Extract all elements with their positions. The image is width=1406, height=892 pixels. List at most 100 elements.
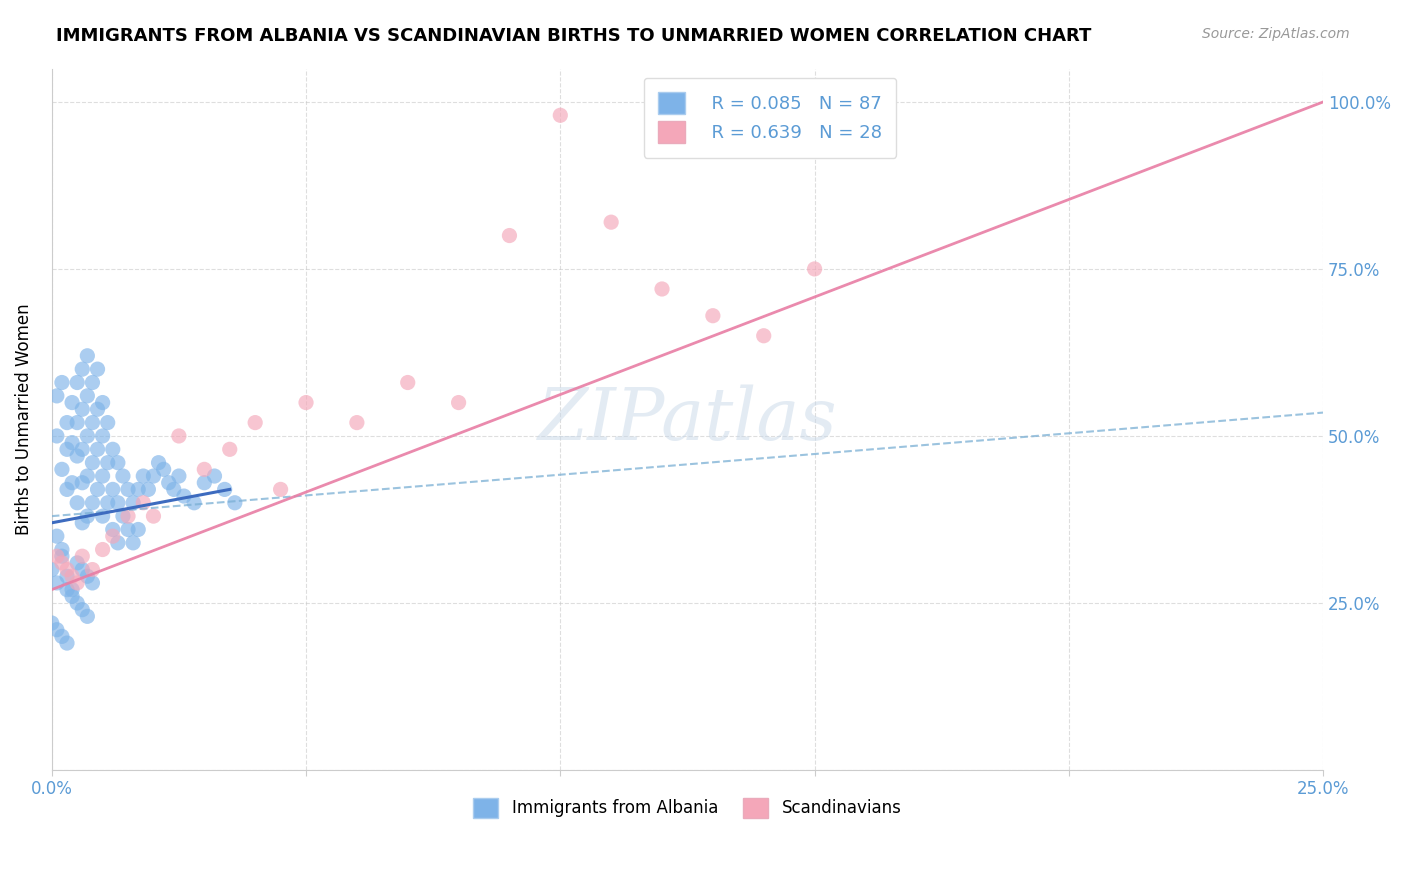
Point (295, 395, 318, 409)
Point (72, 442, 94, 457)
Legend: Immigrants from Albania, Scandinavians: Immigrants from Albania, Scandinavians (467, 791, 908, 825)
Point (91, 542, 114, 557)
Y-axis label: Births to Unmarried Women: Births to Unmarried Women (15, 303, 32, 535)
Point (45, 623, 67, 637)
Point (60, 569, 83, 583)
Point (127, 483, 149, 497)
Point (117, 509, 139, 524)
Point (60, 395, 83, 409)
Point (56, 582, 79, 597)
Point (60, 582, 83, 597)
Point (56, 416, 79, 430)
Point (167, 429, 190, 443)
Text: Source: ZipAtlas.com: Source: ZipAtlas.com (1202, 27, 1350, 41)
Point (651, 282, 673, 296)
Point (82, 563, 104, 577)
Point (107, 536, 129, 550)
Point (56, 569, 79, 583)
Point (66, 416, 89, 430)
Point (498, 228, 520, 243)
Point (56, 442, 79, 457)
Point (45, 549, 67, 564)
Point (76, 609, 98, 624)
Point (163, 483, 186, 497)
Point (702, 309, 724, 323)
Point (243, 416, 266, 430)
Point (45, 576, 67, 591)
Point (82, 376, 104, 390)
Point (51, 556, 73, 570)
Point (97, 416, 120, 430)
Point (91, 509, 114, 524)
Point (97, 456, 120, 470)
Point (82, 496, 104, 510)
Point (132, 469, 155, 483)
Point (72, 362, 94, 376)
Point (550, 108, 572, 122)
Point (82, 576, 104, 591)
Point (66, 376, 89, 390)
Point (56, 483, 79, 497)
Point (86, 442, 108, 457)
Point (122, 536, 145, 550)
Point (600, 215, 623, 229)
Point (76, 469, 98, 483)
Point (66, 596, 89, 610)
Point (224, 496, 246, 510)
Point (447, 395, 470, 409)
Point (101, 442, 124, 457)
Point (76, 569, 98, 583)
Point (72, 563, 94, 577)
Point (86, 362, 108, 376)
Point (107, 496, 129, 510)
Point (76, 509, 98, 524)
Point (193, 475, 215, 490)
Point (346, 416, 368, 430)
Point (72, 475, 94, 490)
Point (214, 483, 236, 497)
Point (45, 529, 67, 543)
Point (157, 475, 180, 490)
Point (66, 576, 89, 591)
Point (101, 523, 124, 537)
Point (41, 563, 63, 577)
Point (122, 496, 145, 510)
Point (66, 496, 89, 510)
Point (41, 615, 63, 630)
Point (117, 483, 139, 497)
Point (117, 523, 139, 537)
Point (45, 429, 67, 443)
Point (60, 589, 83, 603)
Point (45, 389, 67, 403)
Point (132, 496, 155, 510)
Point (218, 442, 240, 457)
Point (82, 456, 104, 470)
Point (148, 456, 170, 470)
Point (51, 376, 73, 390)
Point (56, 636, 79, 650)
Point (173, 489, 195, 503)
Point (60, 475, 83, 490)
Point (803, 262, 825, 277)
Point (72, 602, 94, 616)
Text: ZIPatlas: ZIPatlas (537, 384, 837, 455)
Point (101, 529, 124, 543)
Point (72, 516, 94, 530)
Point (51, 542, 73, 557)
Point (270, 483, 292, 497)
Point (72, 549, 94, 564)
Text: IMMIGRANTS FROM ALBANIA VS SCANDINAVIAN BIRTHS TO UNMARRIED WOMEN CORRELATION CH: IMMIGRANTS FROM ALBANIA VS SCANDINAVIAN … (56, 27, 1091, 45)
Point (167, 469, 190, 483)
Point (111, 469, 134, 483)
Point (76, 429, 98, 443)
Point (91, 469, 114, 483)
Point (91, 429, 114, 443)
Point (204, 469, 226, 483)
Point (111, 509, 134, 524)
Point (66, 556, 89, 570)
Point (60, 435, 83, 450)
Point (396, 376, 419, 390)
Point (86, 483, 108, 497)
Point (183, 496, 205, 510)
Point (72, 402, 94, 417)
